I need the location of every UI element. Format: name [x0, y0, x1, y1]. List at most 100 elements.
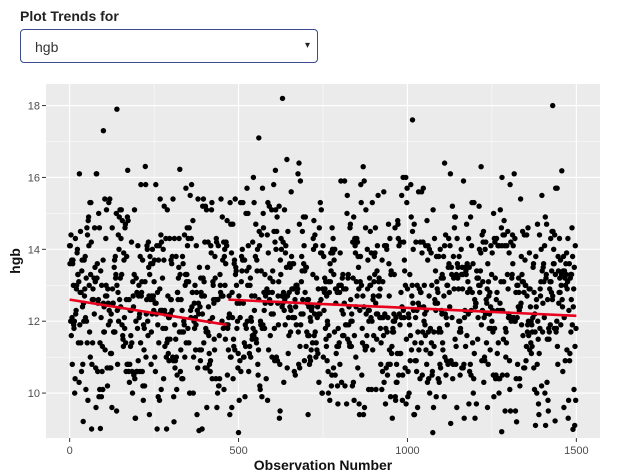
data-point: [247, 343, 253, 350]
variable-select[interactable]: hgb ▾: [20, 29, 318, 63]
data-point: [565, 415, 571, 421]
data-point: [269, 207, 275, 213]
data-point: [377, 286, 383, 292]
data-point: [259, 185, 266, 191]
data-point: [341, 178, 348, 184]
data-point: [504, 271, 511, 278]
data-point: [216, 383, 222, 389]
data-point: [364, 332, 370, 339]
data-point: [487, 289, 493, 296]
data-point: [504, 372, 510, 378]
data-point: [186, 225, 192, 231]
data-point: [271, 181, 277, 188]
y-tick-label: 10: [28, 388, 40, 400]
data-point: [503, 329, 509, 335]
data-point: [368, 250, 374, 256]
data-point: [451, 225, 458, 231]
data-point: [357, 253, 364, 260]
data-point: [316, 225, 322, 231]
data-point: [338, 178, 344, 184]
data-point: [540, 300, 546, 306]
data-point: [177, 368, 184, 375]
data-point: [188, 235, 194, 242]
x-tick-label: 1500: [564, 445, 588, 457]
data-point: [503, 340, 510, 346]
data-point: [555, 268, 562, 274]
data-point: [295, 171, 301, 177]
data-point: [103, 207, 110, 213]
data-point: [71, 318, 78, 324]
data-point: [194, 289, 200, 296]
data-point: [155, 322, 161, 328]
data-point: [236, 300, 243, 306]
data-point: [80, 361, 86, 367]
data-point: [421, 282, 427, 288]
data-point: [278, 246, 285, 252]
data-point: [270, 268, 276, 274]
data-point: [387, 394, 394, 400]
data-point: [548, 235, 554, 242]
data-point: [407, 332, 414, 339]
data-point: [145, 332, 151, 339]
data-point: [520, 332, 526, 339]
data-point: [274, 214, 280, 220]
x-tick-label: 0: [67, 445, 73, 457]
data-point: [323, 343, 330, 350]
data-point: [410, 246, 416, 252]
data-point: [390, 329, 397, 335]
data-point: [355, 264, 362, 270]
data-point: [229, 404, 235, 411]
data-point: [86, 329, 93, 335]
data-point: [298, 279, 305, 285]
data-point: [441, 243, 448, 249]
data-point: [336, 289, 343, 296]
data-point: [116, 296, 123, 303]
data-point: [539, 192, 545, 199]
data-point: [175, 289, 181, 296]
data-point: [184, 243, 191, 249]
data-point: [330, 365, 337, 371]
data-point: [94, 275, 100, 281]
data-point: [392, 397, 399, 403]
data-point: [88, 426, 95, 432]
data-point: [84, 232, 91, 238]
data-point: [165, 350, 171, 357]
data-point: [331, 271, 337, 278]
data-point: [237, 358, 243, 364]
data-point: [83, 275, 89, 281]
data-point: [404, 286, 411, 292]
data-point: [232, 196, 238, 202]
data-point: [554, 185, 560, 191]
data-point: [568, 271, 575, 278]
x-axis-title: Observation Number: [254, 457, 393, 473]
data-point: [297, 178, 304, 184]
data-point: [147, 253, 153, 260]
data-point: [436, 253, 442, 260]
data-point: [95, 368, 101, 375]
data-point: [108, 365, 114, 371]
data-point: [326, 289, 333, 296]
data-point: [78, 368, 85, 375]
data-point: [344, 192, 350, 199]
data-point: [152, 368, 159, 375]
data-point: [491, 325, 498, 332]
data-point: [285, 350, 291, 357]
data-point: [145, 239, 152, 245]
data-point: [351, 397, 357, 403]
data-point: [157, 196, 163, 202]
data-point: [506, 250, 512, 256]
data-point: [252, 329, 258, 335]
data-point: [171, 419, 177, 425]
data-point: [195, 196, 201, 202]
data-point: [413, 239, 419, 245]
data-point: [524, 232, 530, 238]
data-point: [78, 289, 84, 296]
data-point: [113, 408, 120, 414]
data-point: [277, 408, 283, 414]
data-point: [566, 358, 573, 364]
data-point: [138, 181, 144, 188]
data-point: [533, 296, 540, 303]
data-point: [503, 354, 509, 360]
data-point: [403, 336, 410, 342]
data-point: [206, 332, 212, 339]
